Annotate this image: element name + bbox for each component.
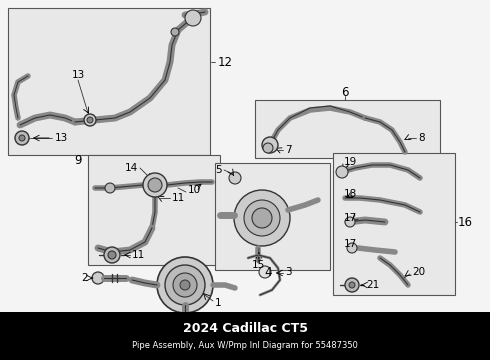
Text: 13: 13 bbox=[55, 133, 68, 143]
Circle shape bbox=[262, 137, 278, 153]
Circle shape bbox=[105, 183, 115, 193]
Circle shape bbox=[19, 135, 25, 141]
Circle shape bbox=[229, 172, 241, 184]
Text: 8: 8 bbox=[418, 133, 425, 143]
Bar bbox=[333, 153, 455, 295]
Text: 12: 12 bbox=[218, 55, 233, 68]
Circle shape bbox=[108, 251, 116, 259]
Text: 11: 11 bbox=[132, 250, 145, 260]
Circle shape bbox=[244, 200, 280, 236]
Circle shape bbox=[143, 173, 167, 197]
Text: 17: 17 bbox=[344, 239, 357, 249]
Bar bbox=[8, 8, 210, 155]
Text: 20: 20 bbox=[412, 267, 425, 277]
Circle shape bbox=[15, 131, 29, 145]
Circle shape bbox=[345, 278, 359, 292]
Circle shape bbox=[185, 10, 201, 26]
Text: 9: 9 bbox=[74, 153, 82, 166]
Text: 6: 6 bbox=[341, 86, 349, 99]
Text: 14: 14 bbox=[125, 163, 138, 173]
Circle shape bbox=[336, 166, 348, 178]
Text: 16: 16 bbox=[458, 216, 473, 229]
Circle shape bbox=[259, 266, 271, 278]
Text: 15: 15 bbox=[251, 260, 265, 270]
Circle shape bbox=[345, 217, 355, 227]
Text: 4: 4 bbox=[264, 266, 272, 279]
Circle shape bbox=[234, 190, 290, 246]
Circle shape bbox=[92, 272, 104, 284]
Text: 1: 1 bbox=[215, 298, 221, 308]
Text: 13: 13 bbox=[72, 70, 85, 80]
Circle shape bbox=[171, 28, 179, 36]
Circle shape bbox=[347, 243, 357, 253]
Text: 17: 17 bbox=[344, 213, 357, 223]
Circle shape bbox=[87, 117, 93, 123]
Text: 21: 21 bbox=[366, 280, 379, 290]
Text: Pipe Assembly, Aux W/Pmp Inl Diagram for 55487350: Pipe Assembly, Aux W/Pmp Inl Diagram for… bbox=[132, 342, 358, 351]
Text: 3: 3 bbox=[285, 267, 292, 277]
Circle shape bbox=[263, 143, 273, 153]
Text: 18: 18 bbox=[344, 189, 357, 199]
Text: 2: 2 bbox=[81, 273, 88, 283]
Text: 5: 5 bbox=[216, 165, 222, 175]
Circle shape bbox=[349, 282, 355, 288]
Bar bbox=[0, 312, 490, 360]
Bar bbox=[255, 100, 440, 158]
Circle shape bbox=[173, 273, 197, 297]
Circle shape bbox=[157, 257, 213, 313]
Circle shape bbox=[180, 280, 190, 290]
Text: 2024 Cadillac CT5: 2024 Cadillac CT5 bbox=[182, 321, 308, 334]
Bar bbox=[215, 163, 330, 270]
Text: 10: 10 bbox=[188, 185, 201, 195]
Text: 11: 11 bbox=[172, 193, 185, 203]
Circle shape bbox=[148, 178, 162, 192]
Circle shape bbox=[84, 114, 96, 126]
Text: 19: 19 bbox=[344, 157, 357, 167]
Circle shape bbox=[252, 208, 272, 228]
Circle shape bbox=[165, 265, 205, 305]
Bar bbox=[88, 155, 220, 265]
Text: 7: 7 bbox=[285, 145, 292, 155]
Circle shape bbox=[104, 247, 120, 263]
